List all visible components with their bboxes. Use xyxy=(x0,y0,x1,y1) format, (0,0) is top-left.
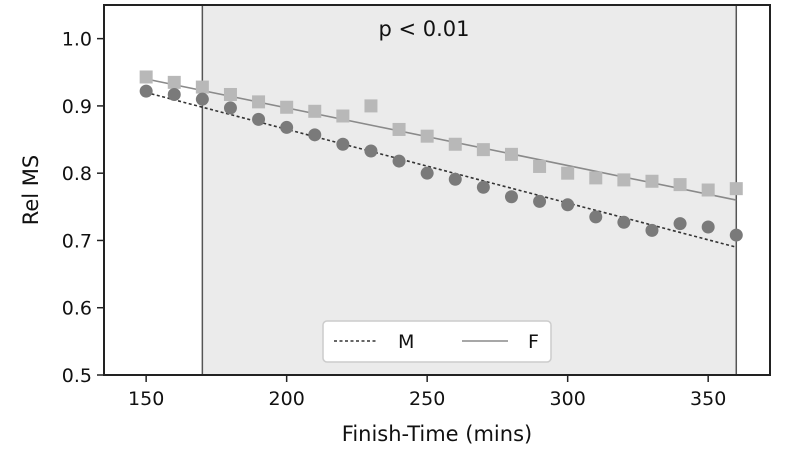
data-point-f-160 xyxy=(167,75,181,89)
data-point-m-290 xyxy=(533,194,547,208)
y-tick-label-0.8: 0.8 xyxy=(62,163,92,185)
data-point-m-270 xyxy=(476,180,490,194)
data-point-m-300 xyxy=(561,198,575,212)
x-tick-label-300: 300 xyxy=(550,388,586,410)
data-point-m-280 xyxy=(504,190,518,204)
data-point-m-340 xyxy=(673,217,687,231)
x-tick-label-150: 150 xyxy=(128,388,164,410)
data-point-f-220 xyxy=(336,109,350,123)
data-point-f-250 xyxy=(420,129,434,143)
y-tick-label-0.7: 0.7 xyxy=(62,230,92,252)
data-point-m-220 xyxy=(336,137,350,151)
data-point-f-310 xyxy=(589,171,603,185)
y-tick-label-0.9: 0.9 xyxy=(62,96,92,118)
data-point-m-260 xyxy=(448,172,462,186)
fit-lines xyxy=(145,78,737,248)
data-point-f-230 xyxy=(364,99,378,113)
data-point-f-290 xyxy=(533,159,547,173)
data-point-m-310 xyxy=(589,210,603,224)
data-point-f-330 xyxy=(645,174,659,188)
x-tick-label-350: 350 xyxy=(690,388,726,410)
data-point-m-330 xyxy=(645,223,659,237)
legend: M F xyxy=(322,320,552,363)
shaded-region xyxy=(202,5,737,375)
data-point-m-170 xyxy=(195,92,209,106)
data-point-m-320 xyxy=(617,215,631,229)
data-point-m-240 xyxy=(392,154,406,168)
legend-box xyxy=(322,320,552,363)
p-value-annotation: p < 0.01 xyxy=(378,17,469,41)
x-tick-label-250: 250 xyxy=(409,388,445,410)
data-point-f-360 xyxy=(729,182,743,196)
data-point-f-190 xyxy=(252,95,266,109)
data-point-f-340 xyxy=(673,178,687,192)
y-axis: 0.5 0.6 0.7 0.8 0.9 1.0 xyxy=(62,29,104,387)
data-point-m-200 xyxy=(280,120,294,134)
data-point-m-250 xyxy=(420,166,434,180)
data-point-f-280 xyxy=(504,147,518,161)
data-point-m-230 xyxy=(364,144,378,158)
data-point-f-240 xyxy=(392,122,406,136)
data-point-f-270 xyxy=(476,143,490,157)
data-point-f-170 xyxy=(195,80,209,94)
data-point-m-150 xyxy=(139,84,153,98)
data-point-m-180 xyxy=(223,101,237,115)
data-point-f-210 xyxy=(308,104,322,118)
data-point-m-160 xyxy=(167,87,181,101)
data-point-f-150 xyxy=(139,70,153,84)
y-tick-label-0.5: 0.5 xyxy=(62,365,92,387)
data-point-m-190 xyxy=(252,112,266,126)
data-point-f-300 xyxy=(561,166,575,180)
plot-frame xyxy=(103,4,771,376)
data-point-m-360 xyxy=(729,228,743,242)
x-axis-label: Finish-Time (mins) xyxy=(342,422,532,446)
x-axis: 150 200 250 300 350 xyxy=(128,375,726,410)
y-axis-label: Rel MS xyxy=(19,155,43,226)
legend-label-f: F xyxy=(528,331,539,353)
x-tick-label-200: 200 xyxy=(269,388,305,410)
y-tick-label-1: 1.0 xyxy=(62,29,92,51)
fit-line-f xyxy=(145,78,737,201)
data-point-f-320 xyxy=(617,173,631,187)
data-point-f-260 xyxy=(448,137,462,151)
data-point-f-200 xyxy=(280,100,294,114)
y-tick-label-0.6: 0.6 xyxy=(62,298,92,320)
data-point-m-210 xyxy=(308,128,322,142)
data-point-f-180 xyxy=(223,87,237,101)
legend-label-m: M xyxy=(398,331,414,353)
fit-line-m xyxy=(145,91,737,248)
data-point-f-350 xyxy=(701,183,715,197)
data-markers xyxy=(139,70,743,242)
data-point-m-350 xyxy=(701,220,715,234)
